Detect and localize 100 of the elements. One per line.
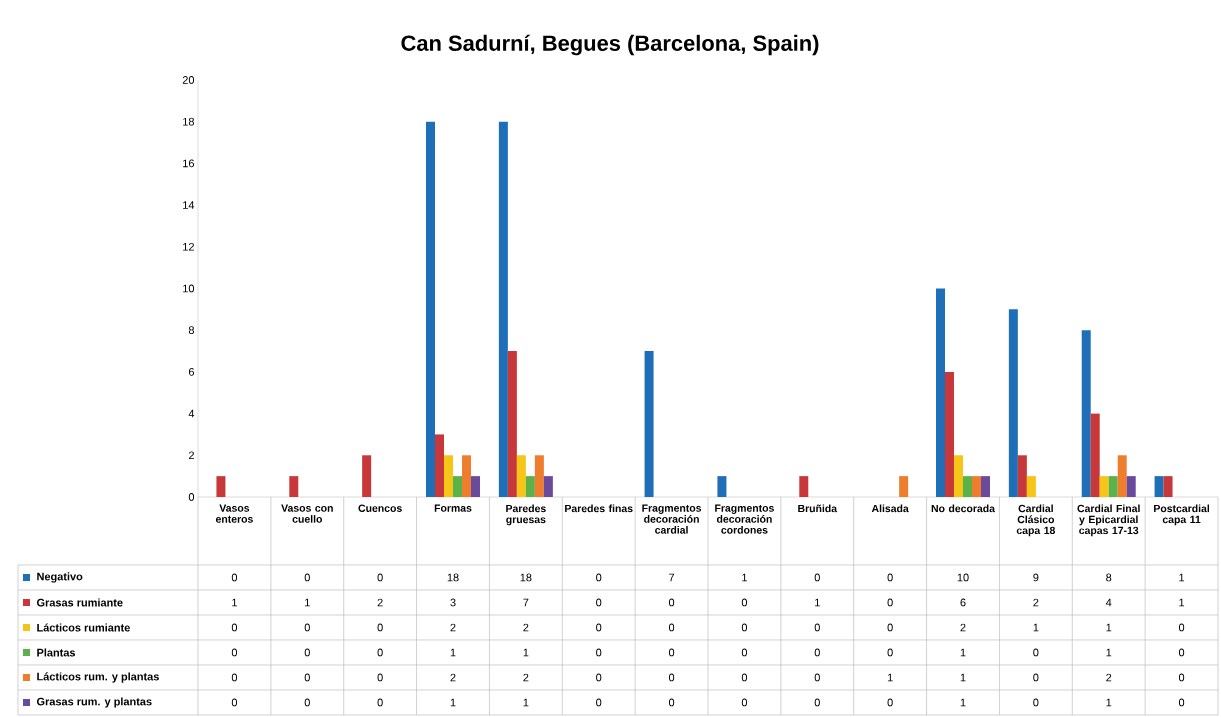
data-label: 4: [1105, 598, 1112, 607]
data-label: 8: [1106, 573, 1112, 582]
data-label: 2: [450, 673, 456, 682]
bar: [1099, 476, 1109, 497]
bar: [1090, 413, 1100, 497]
data-label: 0: [741, 698, 748, 707]
chart-title: Can Sadurní, Begues (Barcelona, Spain): [401, 34, 819, 56]
data-label: 1: [450, 698, 456, 707]
data-label: 0: [377, 573, 383, 582]
y-tick-label: 4: [188, 409, 195, 418]
data-label: 0: [1178, 698, 1185, 707]
legend-label: Grasas rum. y plantas: [36, 697, 152, 708]
x-tick-label: Paredes gruesas: [506, 504, 546, 526]
data-label: 1: [305, 598, 310, 607]
data-label: 0: [1178, 673, 1185, 682]
y-tick-label: 2: [188, 451, 194, 460]
x-tick-label: Vasos con cuello: [281, 504, 333, 523]
data-label: 0: [596, 598, 602, 607]
data-label: 3: [450, 598, 456, 607]
data-label: 1: [523, 698, 529, 707]
bar: [899, 476, 909, 497]
bar: [799, 476, 809, 497]
bar: [525, 476, 535, 497]
x-tick-label: No decorada: [931, 504, 996, 513]
data-label: 0: [741, 673, 748, 682]
bar: [936, 288, 945, 497]
data-label: 1: [450, 648, 456, 657]
legend-label: Grasas rumiante: [36, 598, 123, 607]
data-label: 0: [304, 623, 310, 632]
y-tick-label: 0: [188, 493, 195, 501]
bar: [1163, 476, 1173, 497]
y-tick-label: 16: [183, 159, 194, 168]
bar: [945, 371, 954, 497]
legend-label: Lácticos rum. y plantas: [37, 672, 159, 683]
data-label: 0: [814, 673, 820, 682]
data-label: 0: [377, 698, 383, 707]
y-tick-label: 18: [183, 117, 194, 126]
data-label: 2: [377, 598, 383, 607]
data-label: 18: [447, 573, 459, 582]
data-label: 0: [887, 573, 893, 582]
bar: [507, 351, 517, 497]
bar: [717, 476, 727, 497]
data-label: 2: [523, 623, 529, 632]
data-label: 2: [1106, 673, 1112, 682]
data-label: 1: [1179, 573, 1185, 582]
data-label: 7: [669, 573, 675, 582]
data-label: 0: [814, 648, 820, 657]
data-label: 10: [957, 573, 969, 582]
data-label: 0: [668, 698, 675, 707]
bar: [216, 476, 226, 497]
y-tick-label: 12: [183, 242, 194, 251]
x-tick-label: Paredes finas: [565, 504, 633, 513]
y-tick-label: 8: [188, 326, 194, 335]
data-label: 2: [1033, 598, 1039, 607]
bar: [534, 455, 544, 497]
data-label: 1: [1106, 623, 1112, 632]
legend-label: Lácticos rumiante: [37, 623, 130, 632]
data-label: 0: [596, 648, 602, 657]
bar: [435, 434, 445, 497]
data-label: 0: [668, 598, 675, 607]
bar: [543, 476, 553, 497]
data-label: 0: [741, 648, 748, 657]
data-label: 1: [232, 598, 237, 607]
x-tick-label: Bruñida: [798, 504, 838, 513]
data-label: 0: [231, 673, 238, 682]
data-label: 0: [377, 673, 383, 682]
y-tick-label: 10: [183, 284, 195, 293]
data-label: 0: [231, 623, 238, 632]
y-tick-label: 14: [183, 201, 195, 209]
data-label: 1: [1179, 598, 1185, 607]
data-label: 0: [377, 648, 383, 657]
x-tick-label: Alisada: [871, 504, 909, 513]
data-label: 0: [887, 598, 893, 607]
data-label: 0: [1033, 698, 1039, 707]
bar: [516, 455, 526, 497]
bar: [1154, 476, 1164, 497]
data-label: 0: [887, 648, 893, 657]
x-tick-label: Vasos enteros: [215, 504, 253, 523]
x-tick-label: Formas: [434, 504, 472, 512]
bar: [644, 351, 654, 497]
data-label: 1: [1033, 623, 1039, 632]
x-tick-label: Postcardial capa 11: [1154, 504, 1210, 526]
bar: [471, 476, 481, 497]
data-label: 0: [304, 648, 310, 657]
data-label: 0: [1033, 673, 1039, 682]
data-label: 7: [523, 598, 529, 607]
data-label: 1: [887, 673, 893, 682]
data-label: 0: [1178, 648, 1185, 657]
x-tick-label: Cuencos: [358, 504, 402, 512]
bar: [1117, 455, 1127, 497]
bar: [963, 476, 972, 497]
y-tick-label: 6: [188, 368, 194, 376]
data-label: 18: [520, 573, 532, 582]
bar: [453, 476, 463, 497]
data-label: 0: [814, 573, 820, 582]
data-label: 0: [814, 623, 820, 632]
data-label: 0: [596, 573, 602, 582]
data-label: 0: [1178, 623, 1185, 632]
data-label: 9: [1033, 573, 1039, 582]
data-label: 0: [596, 623, 602, 632]
